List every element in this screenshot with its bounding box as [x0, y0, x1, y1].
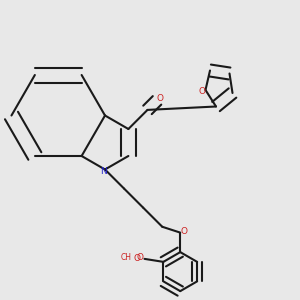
Text: O: O: [180, 227, 188, 236]
Text: CH: CH: [121, 254, 132, 262]
Text: O: O: [136, 254, 143, 262]
Text: N: N: [100, 167, 107, 176]
Text: O: O: [198, 87, 206, 96]
Text: O: O: [157, 94, 164, 103]
Text: O: O: [134, 254, 140, 263]
